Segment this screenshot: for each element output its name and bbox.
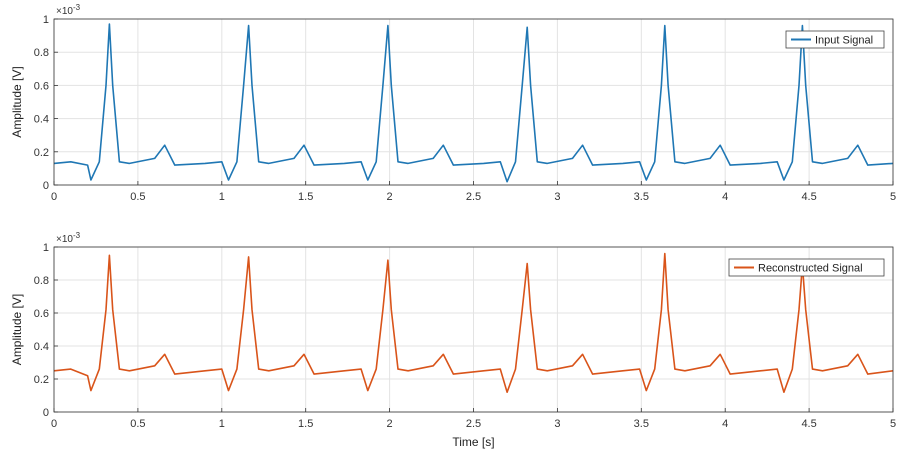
y-tick-label: 0.8	[34, 275, 49, 287]
x-tick-label: 3.5	[634, 191, 649, 203]
y-tick-label: 0.6	[34, 308, 49, 320]
y-exponent-label: ×10-3	[56, 3, 81, 17]
y-tick-label: 0.2	[34, 374, 49, 386]
subplot-1: 0 0.5 1 1.5 2 2.5 3 3.5 4 4.5 5 0 0.2 0.4 0.6 0.8 1 ×10-3…	[10, 3, 896, 203]
y-tick-label: 0.8	[34, 47, 49, 59]
x-tick-label: 0	[51, 418, 57, 430]
x-tick-label: 0	[51, 191, 57, 203]
x-tick-label: 2.5	[466, 191, 481, 203]
y-tick-label: 0	[43, 180, 49, 192]
x-tick-label: 0.5	[130, 191, 145, 203]
y-tick-label: 0.4	[34, 114, 49, 126]
x-tick-label: 2	[387, 418, 393, 430]
y-tick-label: 0.6	[34, 80, 49, 92]
y-exponent-power: -3	[73, 3, 81, 12]
legend-box	[728, 258, 885, 277]
y-tick-label: 0.2	[34, 147, 49, 159]
x-tick-label: 4.5	[801, 418, 816, 430]
legend-label: Input Signal	[815, 35, 873, 47]
x-axis-label: Time [s]	[452, 435, 494, 449]
y-tick-label: 0	[43, 407, 49, 419]
x-tick-label: 1	[219, 191, 225, 203]
legend: Reconstructed Signal	[728, 258, 885, 277]
x-tick-label: 4	[722, 191, 728, 203]
subplot-2: 0 0.5 1 1.5 2 2.5 3 3.5 4 4.5 5 0 0.2 0.4 0.6 0.8 1 ×10-3…	[10, 231, 896, 449]
x-tick-label: 3	[554, 191, 560, 203]
y-exponent-power: -3	[73, 231, 81, 240]
x-tick-label: 5	[890, 418, 896, 430]
y-tick-label: 1	[43, 14, 49, 26]
y-axis-label: Amplitude [V]	[10, 66, 24, 137]
legend-label: Reconstructed Signal	[758, 263, 863, 275]
x-tick-label: 4.5	[801, 191, 816, 203]
x-tick-label: 4	[722, 418, 728, 430]
legend: Input Signal	[785, 30, 885, 49]
x-tick-label: 3	[554, 418, 560, 430]
x-tick-label: 1.5	[298, 191, 313, 203]
legend-box	[785, 30, 885, 49]
x-tick-label: 2	[387, 191, 393, 203]
x-tick-label: 2.5	[466, 418, 481, 430]
y-tick-label: 0.4	[34, 341, 49, 353]
x-tick-label: 5	[890, 191, 896, 203]
y-exponent-label: ×10-3	[56, 231, 81, 245]
x-tick-label: 3.5	[634, 418, 649, 430]
x-tick-label: 0.5	[130, 418, 145, 430]
y-exponent-base: ×10	[56, 234, 73, 245]
series-line	[53, 23, 894, 183]
y-axis-label: Amplitude [V]	[10, 294, 24, 365]
y-tick-label: 1	[43, 242, 49, 254]
y-exponent-base: ×10	[56, 6, 73, 17]
x-tick-label: 1	[219, 418, 225, 430]
x-tick-label: 1.5	[298, 418, 313, 430]
series-line	[53, 252, 894, 393]
